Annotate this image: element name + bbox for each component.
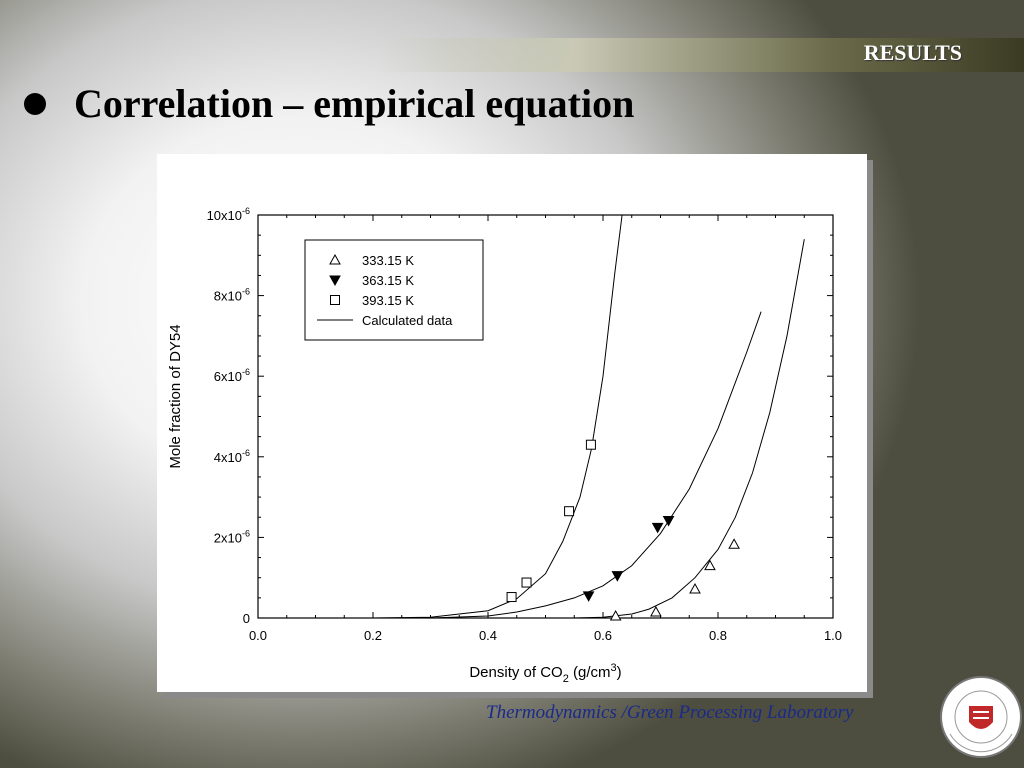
y-tick-label: 8x10-6 xyxy=(214,287,250,304)
legend-label: 393.15 K xyxy=(362,293,414,308)
legend-marker xyxy=(329,275,341,287)
x-tick-label: 0.2 xyxy=(364,628,382,643)
calculated-curve xyxy=(430,311,762,618)
y-axis-label: Mole fraction of DY54 xyxy=(167,324,184,468)
data-point xyxy=(704,559,716,571)
calculated-curve xyxy=(315,215,623,618)
data-point xyxy=(689,582,701,594)
legend-marker xyxy=(329,253,341,265)
section-label: RESULTS xyxy=(863,40,962,65)
data-point xyxy=(521,577,532,588)
data-point xyxy=(609,609,622,621)
y-tick-label: 0 xyxy=(243,611,250,626)
x-tick-label: 0.6 xyxy=(594,628,612,643)
footer-lab-name: Thermodynamics /Green Processing Laborat… xyxy=(486,702,854,723)
slide-title-text: Correlation – empirical equation xyxy=(74,81,635,126)
legend-label: 333.15 K xyxy=(362,253,414,268)
chart-svg: 0.0 0.2 0.4 0.6 0.8 1.0 0 2x10-6 4x10-6 6x10-6 8x1… xyxy=(167,206,842,685)
y-tick-label: 2x10-6 xyxy=(214,528,250,545)
x-tick-label: 0.4 xyxy=(479,628,497,643)
x-axis-label: Density of CO2 (g/cm3) xyxy=(469,662,621,685)
data-point xyxy=(728,538,740,549)
bullet-icon xyxy=(24,92,46,115)
data-point xyxy=(585,439,596,450)
legend-label: Calculated data xyxy=(362,313,453,328)
results-banner xyxy=(380,38,1024,72)
calculated-curve xyxy=(574,239,805,618)
chart-panel: 0.0 0.2 0.4 0.6 0.8 1.0 0 2x10-6 4x10-6 6x10-6 8x1… xyxy=(157,154,867,692)
legend: 333.15 K 363.15 K 393.15 K Calculated data xyxy=(304,239,484,341)
legend-marker xyxy=(330,295,340,305)
y-tick-label: 6x10-6 xyxy=(214,367,250,384)
data-point xyxy=(651,522,664,534)
y-tick-label: 4x10-6 xyxy=(214,448,250,465)
x-tick-label: 0.8 xyxy=(709,628,727,643)
x-tick-label: 1.0 xyxy=(824,628,842,643)
x-tick-label: 0.0 xyxy=(249,628,267,643)
data-point xyxy=(506,592,517,603)
data-point xyxy=(611,571,624,582)
data-point xyxy=(582,591,595,602)
data-point xyxy=(650,605,662,617)
data-point xyxy=(564,506,575,517)
legend-label: 363.15 K xyxy=(362,273,414,288)
y-tick-label: 10x10-6 xyxy=(207,206,250,223)
data-point xyxy=(662,515,675,527)
university-seal-logo xyxy=(940,676,1022,758)
slide-title: Correlation – empirical equation xyxy=(24,80,634,127)
